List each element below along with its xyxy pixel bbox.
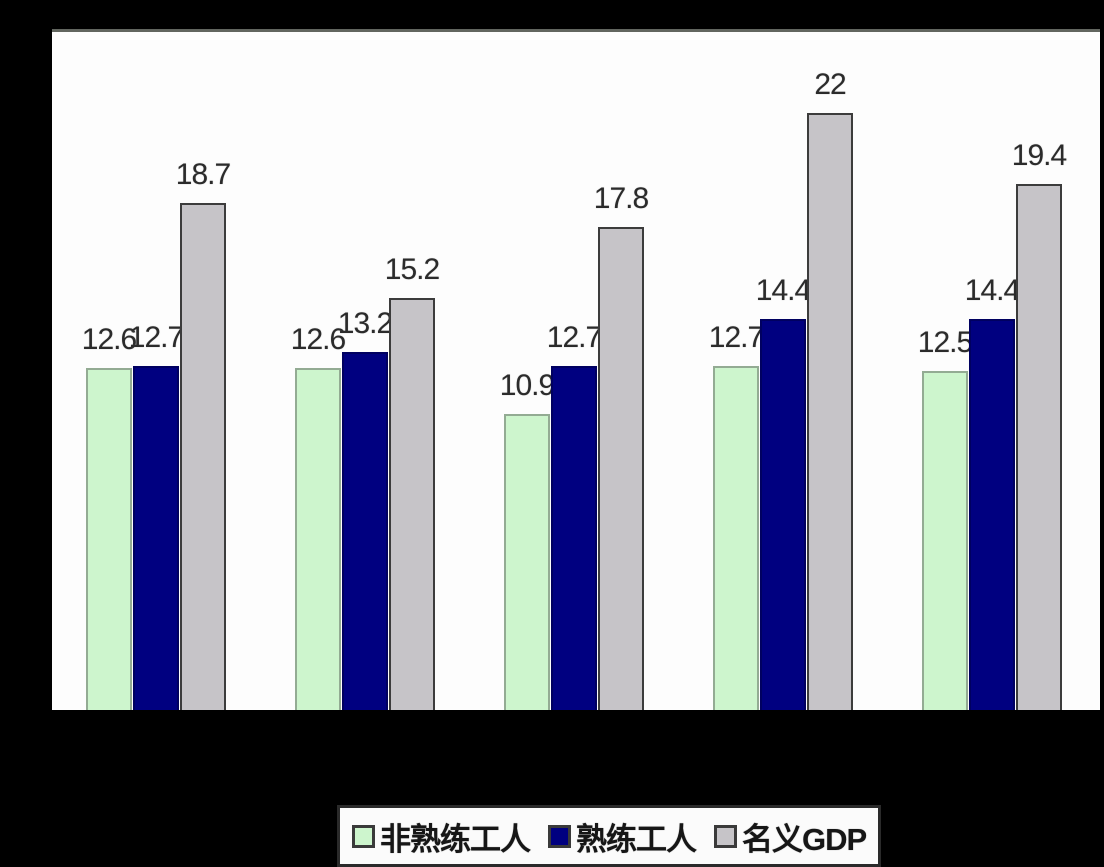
bar-value-label: 15.2 <box>384 253 440 286</box>
bar-非熟练工人-group2 <box>295 368 341 710</box>
legend-label: 名义GDP <box>742 821 867 857</box>
chart-plot-area: 12.6 12.7 18.7 12.6 13.2 15.2 10.9 12.7 17.8 12.7… <box>52 29 1100 710</box>
legend-item-熟练工人: 熟练工人 <box>548 814 697 859</box>
chart-legend: 非熟练工人 熟练工人 名义GDP <box>337 805 882 867</box>
bar-value-label: 10.9 <box>499 369 555 402</box>
bar-名义GDP-group3 <box>598 227 644 710</box>
legend-swatch-icon <box>548 824 571 848</box>
bar-value-label: 12.7 <box>546 321 602 354</box>
bar-value-label: 22 <box>814 68 846 101</box>
bar-熟练工人-group4 <box>760 319 806 710</box>
bar-value-label: 12.7 <box>708 321 764 354</box>
bar-名义GDP-group1 <box>180 203 226 710</box>
bar-value-label: 13.2 <box>337 307 393 340</box>
bar-value-label: 14.4 <box>964 274 1020 307</box>
bar-value-label: 12.6 <box>290 323 346 356</box>
bar-非熟练工人-group3 <box>504 414 550 710</box>
bar-value-label: 14.4 <box>755 274 811 307</box>
bar-非熟练工人-group5 <box>922 371 968 710</box>
bar-熟练工人-group5 <box>969 319 1015 710</box>
bar-名义GDP-group2 <box>389 298 435 710</box>
legend-label: 熟练工人 <box>576 821 697 857</box>
bar-名义GDP-group4 <box>807 113 853 710</box>
bar-value-label: 12.6 <box>81 323 137 356</box>
bar-value-label: 12.7 <box>128 321 184 354</box>
bar-非熟练工人-group1 <box>86 368 132 710</box>
bar-value-label: 19.4 <box>1011 139 1067 172</box>
bar-名义GDP-group5 <box>1016 184 1062 710</box>
bar-熟练工人-group2 <box>342 352 388 710</box>
legend-swatch-icon <box>714 824 737 848</box>
bar-非熟练工人-group4 <box>713 366 759 710</box>
bar-熟练工人-group1 <box>133 366 179 710</box>
legend-item-非熟练工人: 非熟练工人 <box>352 814 531 859</box>
bar-value-label: 12.5 <box>917 326 973 359</box>
bar-value-label: 18.7 <box>175 158 231 191</box>
legend-label: 非熟练工人 <box>380 821 531 857</box>
legend-swatch-icon <box>352 824 375 848</box>
bar-value-label: 17.8 <box>593 182 649 215</box>
bar-熟练工人-group3 <box>551 366 597 710</box>
legend-item-名义GDP: 名义GDP <box>714 814 867 859</box>
